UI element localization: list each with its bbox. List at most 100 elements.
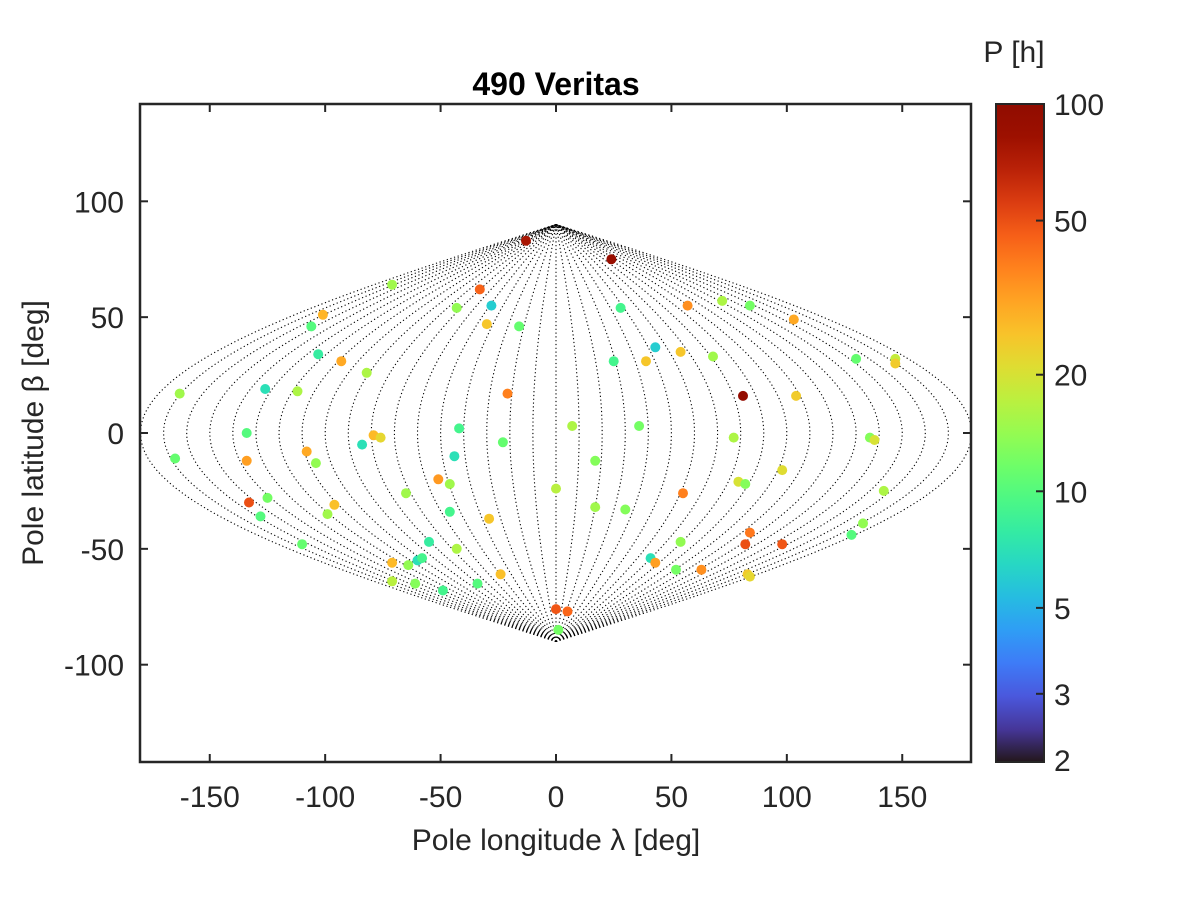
data-point bbox=[567, 421, 578, 431]
chart-title: 490 Veritas bbox=[472, 66, 639, 102]
x-tick-label: 100 bbox=[762, 781, 812, 814]
data-point bbox=[675, 346, 686, 357]
data-point bbox=[740, 539, 751, 550]
data-point bbox=[387, 576, 398, 587]
meridian-line bbox=[347, 224, 557, 642]
data-point bbox=[495, 569, 506, 580]
data-point bbox=[410, 578, 421, 589]
colorbar-tick-label: 100 bbox=[1054, 89, 1104, 122]
meridian-line bbox=[555, 224, 788, 642]
data-point bbox=[170, 453, 181, 464]
data-point bbox=[738, 390, 748, 401]
data-point bbox=[650, 342, 661, 353]
data-point bbox=[641, 356, 651, 367]
x-ticks: -150 -100 -50 0 50 100 150 bbox=[180, 104, 927, 814]
data-point bbox=[313, 349, 324, 360]
data-point bbox=[620, 504, 631, 515]
meridian-line bbox=[255, 223, 557, 643]
y-tick-label: 0 bbox=[107, 418, 124, 451]
x-tick-label: 150 bbox=[877, 781, 927, 814]
x-tick-label: -150 bbox=[180, 781, 240, 814]
data-point bbox=[329, 499, 340, 510]
data-point bbox=[444, 479, 455, 489]
colorbar-tick-label: 10 bbox=[1054, 476, 1087, 509]
meridian-line bbox=[555, 224, 696, 642]
data-point bbox=[401, 488, 411, 499]
data-point bbox=[878, 485, 889, 496]
data-point bbox=[869, 435, 880, 445]
data-point bbox=[322, 509, 333, 520]
data-point bbox=[551, 604, 561, 615]
data-point bbox=[486, 300, 497, 311]
meridian-line bbox=[555, 224, 580, 642]
data-points bbox=[170, 235, 901, 635]
data-point bbox=[336, 356, 347, 367]
data-point bbox=[551, 483, 561, 494]
data-point bbox=[306, 321, 317, 332]
colorbar bbox=[995, 103, 1045, 763]
data-point bbox=[357, 439, 368, 450]
data-point bbox=[608, 356, 619, 367]
data-point bbox=[858, 518, 868, 529]
data-point bbox=[615, 302, 626, 313]
data-point bbox=[174, 388, 185, 399]
colorbar-tick-label: 5 bbox=[1054, 593, 1071, 626]
data-point bbox=[791, 390, 802, 401]
meridian-line bbox=[393, 224, 557, 642]
data-point bbox=[310, 458, 321, 469]
data-point bbox=[634, 421, 645, 431]
sinusoidal-grid bbox=[139, 223, 973, 643]
data-point bbox=[260, 384, 271, 394]
colorbar-tick-label: 20 bbox=[1054, 360, 1087, 393]
meridian-line bbox=[463, 224, 557, 642]
x-tick-label: 50 bbox=[655, 781, 688, 814]
data-point bbox=[387, 279, 398, 290]
data-point bbox=[890, 358, 901, 369]
data-point bbox=[502, 388, 513, 399]
data-point bbox=[590, 502, 601, 513]
meridian-line bbox=[555, 223, 903, 643]
meridian-line bbox=[232, 223, 557, 643]
data-point bbox=[682, 300, 693, 311]
data-point bbox=[744, 300, 755, 311]
meridian-line bbox=[324, 224, 557, 642]
data-point bbox=[521, 235, 531, 246]
meridian-line bbox=[555, 224, 672, 642]
x-tick-label: -100 bbox=[295, 781, 355, 814]
colorbar-tick-label: 2 bbox=[1054, 745, 1071, 778]
meridian-line bbox=[555, 224, 811, 642]
data-point bbox=[444, 506, 455, 517]
meridian-line bbox=[440, 224, 557, 642]
x-axis-label: Pole longitude λ [deg] bbox=[412, 824, 701, 857]
data-point bbox=[424, 536, 434, 547]
data-point bbox=[241, 428, 252, 438]
meridian-line bbox=[555, 224, 603, 642]
data-point bbox=[675, 536, 686, 547]
y-tick-label: 100 bbox=[74, 186, 124, 219]
data-point bbox=[297, 539, 308, 550]
data-point bbox=[317, 309, 328, 320]
data-point bbox=[788, 314, 799, 325]
data-point bbox=[449, 451, 460, 462]
y-tick-label: 50 bbox=[91, 302, 124, 335]
data-point bbox=[777, 465, 788, 476]
data-point bbox=[717, 295, 728, 306]
data-point bbox=[514, 321, 525, 332]
data-point bbox=[474, 284, 485, 295]
data-point bbox=[292, 386, 303, 397]
meridian-line bbox=[532, 224, 557, 642]
meridian-line bbox=[555, 224, 765, 642]
y-ticks: -100 -50 0 50 100 bbox=[64, 186, 971, 683]
meridian-line bbox=[163, 223, 557, 643]
data-point bbox=[740, 479, 751, 489]
meridian-line bbox=[555, 223, 926, 643]
data-point bbox=[241, 455, 252, 466]
data-point bbox=[451, 302, 462, 313]
data-point bbox=[262, 492, 273, 503]
data-point bbox=[244, 497, 254, 508]
colorbar-ticks: 2 3 5 10 20 50 100 bbox=[1036, 89, 1104, 778]
data-point bbox=[708, 351, 718, 362]
data-point bbox=[650, 557, 661, 568]
data-point bbox=[437, 585, 448, 596]
